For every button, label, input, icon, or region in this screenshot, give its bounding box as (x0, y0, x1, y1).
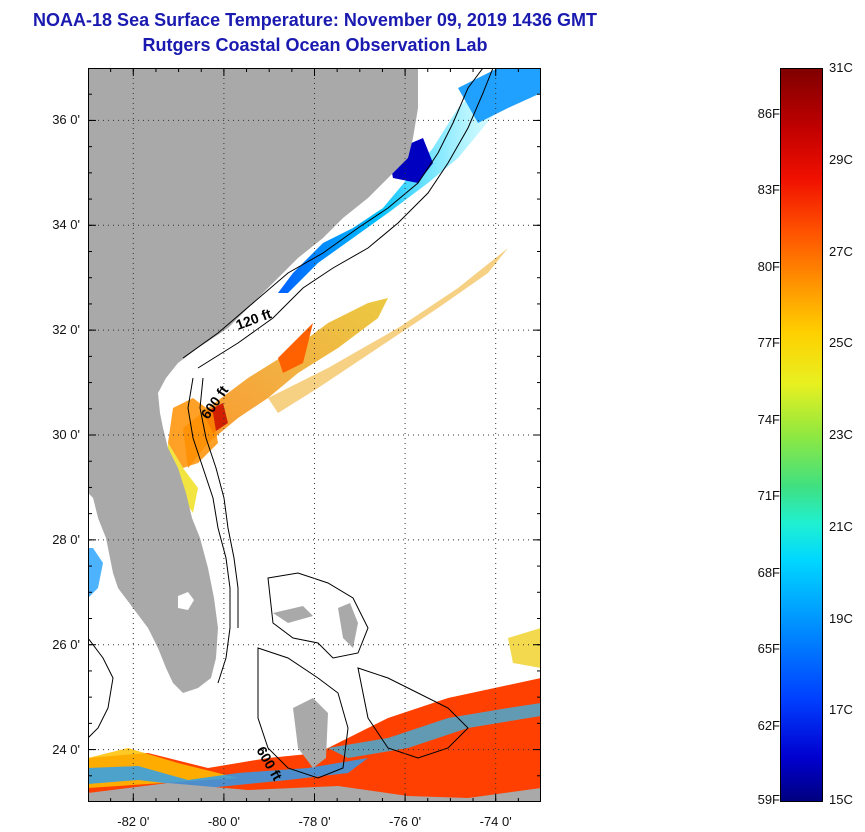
colorbar-celsius-label: 25C (829, 335, 853, 351)
lon-tick-label: -74 0' (479, 814, 512, 829)
colorbar-celsius-label: 27C (829, 243, 853, 259)
gulf-stream-florida-yellow (168, 443, 198, 513)
lon-tick-label: -80 0' (207, 814, 240, 829)
gulf-of-mexico-edge (88, 493, 100, 548)
lat-tick-label: 28 0' (52, 531, 80, 547)
lat-tick-label: 24 0' (52, 741, 80, 757)
cool-east-patch (508, 628, 541, 668)
contour-florida (187, 377, 231, 684)
lon-tick-label: -78 0' (298, 814, 331, 829)
lat-tick-label: 32 0' (52, 322, 80, 338)
lat-tick-label: 26 0' (52, 636, 80, 652)
colorbar-fahrenheit-label: 71F (757, 488, 780, 504)
colorbar-celsius-label: 15C (829, 792, 853, 807)
chart-title: NOAA-18 Sea Surface Temperature: Novembe… (33, 10, 597, 30)
chart-subtitle: Rutgers Coastal Ocean Observation Lab (142, 35, 488, 55)
lake-okeechobee (178, 592, 194, 610)
colorbar-fahrenheit-label: 83F (757, 182, 780, 198)
colorbar-celsius-label: 23C (829, 427, 853, 442)
coastal-cool-water (278, 68, 528, 293)
gulf-stream-warm-offshore (268, 248, 508, 413)
colorbar-fahrenheit-label: 68F (757, 564, 780, 580)
contour-bahamas-3 (357, 667, 469, 759)
lon-tick-label: -76 0' (389, 814, 422, 829)
cool-band-south (88, 758, 368, 788)
gulf-stream-florida (168, 398, 218, 468)
colorbar-fahrenheit-label: 62F (757, 717, 780, 733)
land-andros (293, 698, 328, 768)
gulf-stream-upper (278, 323, 313, 373)
contour-bahamas (267, 572, 369, 659)
lat-tick-label: 36 0' (52, 112, 80, 128)
sst-map: 120 ft 600 ft 600 ft (88, 68, 541, 802)
colorbar-celsius-label: 31C (829, 60, 853, 75)
cool-band-south-2 (328, 703, 541, 758)
land-cuba (88, 783, 541, 802)
map-canvas: 120 ft 600 ft 600 ft (88, 68, 541, 802)
northern-cool (458, 68, 541, 123)
gulf-stream-core (183, 298, 388, 468)
land-abaco (338, 603, 358, 648)
lon-tick-label: -82 0' (117, 814, 150, 829)
colorbar-gradient (780, 68, 823, 802)
contour-west (88, 637, 114, 739)
colorbar-celsius-label: 17C (829, 702, 853, 718)
contour-bahamas-2 (257, 647, 349, 779)
land-grand-bahama (273, 606, 313, 623)
colorbar-fahrenheit-label: 86F (757, 105, 780, 121)
colorbar-celsius-label: 21C (829, 518, 853, 534)
colorbar-fahrenheit-label: 80F (757, 258, 780, 274)
map-gridlines (88, 68, 541, 802)
colorbar-fahrenheit-label: 59F (757, 792, 780, 807)
lat-tick-label: 30 0' (52, 427, 80, 442)
contour-600ft (197, 68, 494, 369)
colorbar-celsius-label: 19C (829, 610, 853, 626)
land-mainland (88, 68, 418, 693)
temperature-colorbar (780, 68, 823, 802)
colorbar-celsius-label: 29C (829, 151, 853, 167)
colorbar-fahrenheit-label: 65F (757, 641, 780, 657)
lat-tick-label: 34 0' (52, 217, 80, 233)
colorbar-fahrenheit-label: 74F (757, 411, 780, 427)
contour-120ft (182, 68, 484, 359)
florida-west-coast-water (88, 548, 103, 598)
colorbar-fahrenheit-label: 77F (757, 335, 780, 351)
